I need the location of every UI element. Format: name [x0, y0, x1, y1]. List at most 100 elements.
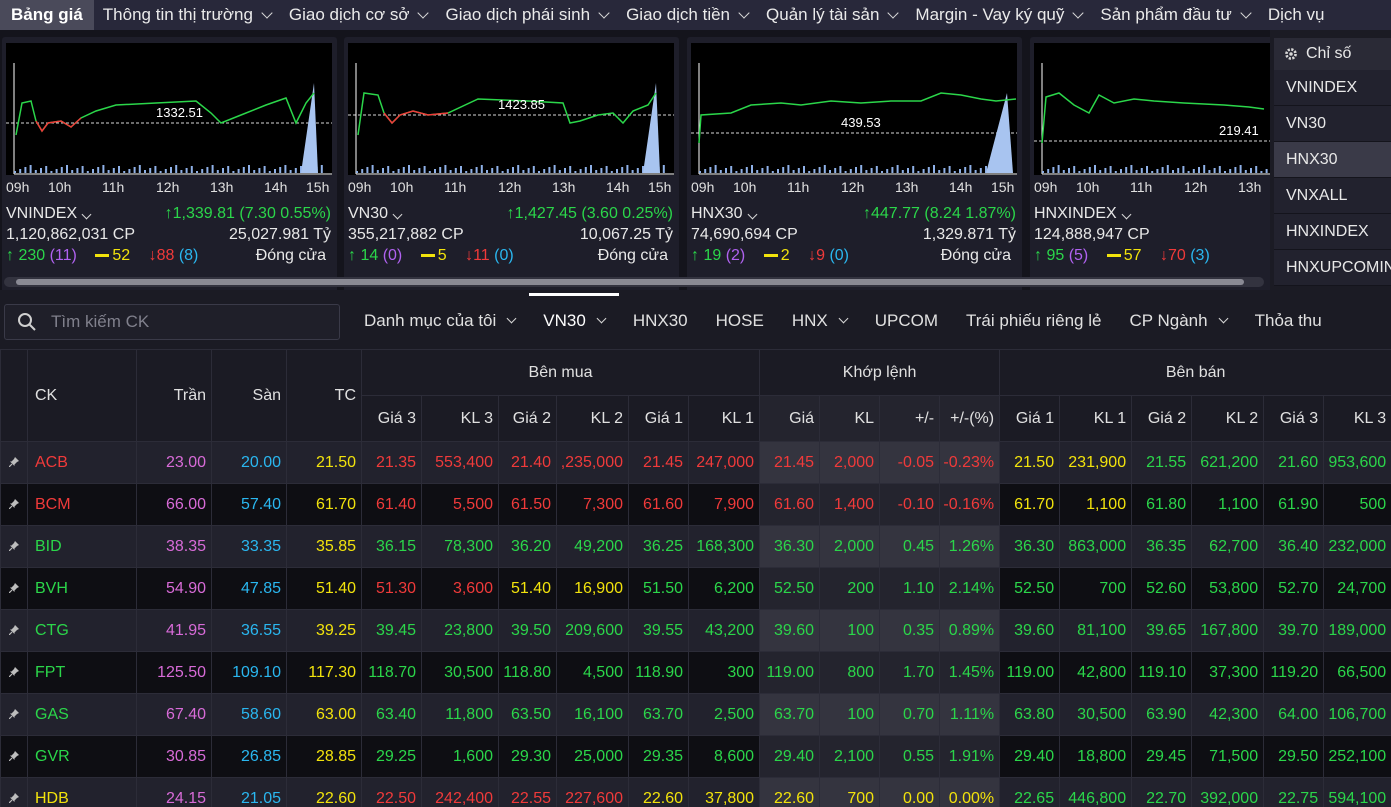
price-cell[interactable]: 22.55 — [498, 777, 557, 807]
match-col-header[interactable]: +/- — [879, 395, 941, 442]
price-cell[interactable]: 21.50 — [999, 441, 1061, 484]
price-cell[interactable]: 0.70 — [879, 693, 941, 736]
price-cell[interactable]: 1.10 — [879, 567, 941, 610]
price-cell[interactable]: ,235,000 — [556, 441, 629, 484]
price-cell[interactable]: 29.40 — [759, 735, 821, 778]
price-cell[interactable]: 2,500 — [687, 693, 761, 736]
price-cell[interactable]: 52.50 — [759, 567, 821, 610]
price-cell[interactable]: 700 — [1059, 567, 1133, 610]
price-cell[interactable]: 29.40 — [999, 735, 1061, 778]
index-card-vn30[interactable]: 1423.85 09h 10h 11h 12h 13h 14h 15h VN30 ↑1,42… — [344, 37, 679, 290]
price-cell[interactable]: 621,200 — [1191, 441, 1265, 484]
price-cell[interactable]: 63.90 — [1131, 693, 1193, 736]
price-cell[interactable]: 21.45 — [759, 441, 821, 484]
price-cell[interactable]: 11,800 — [421, 693, 499, 736]
pin-cell[interactable] — [0, 777, 28, 807]
price-cell[interactable]: 0.00% — [939, 777, 1001, 807]
pin-cell[interactable] — [0, 735, 28, 778]
price-cell[interactable]: 0.45 — [879, 525, 941, 568]
price-cell[interactable]: 52.50 — [999, 567, 1061, 610]
price-cell[interactable]: 953,600 — [1323, 441, 1391, 484]
tab-7[interactable]: Trái phiếu riêng lẻ — [952, 293, 1115, 348]
col-ck-header[interactable]: CK — [27, 349, 137, 442]
match-col-header[interactable]: +/-(%) — [939, 395, 1001, 442]
price-cell[interactable]: 209,600 — [556, 609, 629, 652]
sell-col-header[interactable]: Giá 1 — [999, 395, 1061, 442]
index-name-dropdown[interactable]: VN30 — [348, 205, 403, 223]
symbol-cell[interactable]: ACB — [27, 441, 137, 484]
price-cell[interactable]: 2.14% — [939, 567, 1001, 610]
col-tc-header[interactable]: TC — [286, 349, 362, 442]
price-cell[interactable]: 2,000 — [819, 441, 881, 484]
price-cell[interactable]: 61.40 — [361, 483, 422, 526]
price-cell[interactable]: 21.35 — [361, 441, 422, 484]
index-list-item-hnxupcom[interactable]: HNXUPCOMIN — [1274, 250, 1391, 286]
price-cell[interactable]: 22.75 — [1263, 777, 1325, 807]
price-cell[interactable]: 21.55 — [1131, 441, 1193, 484]
price-cell[interactable]: 61.60 — [628, 483, 689, 526]
price-cell[interactable]: 167,800 — [1191, 609, 1265, 652]
price-cell[interactable]: 3,600 — [421, 567, 499, 610]
index-intraday-chart[interactable]: 439.53 — [691, 43, 1017, 175]
table-row[interactable]: HDB 24.15 21.05 22.60 22.50 242,400 22.55 227,6… — [0, 777, 1391, 807]
price-cell[interactable]: 23,800 — [421, 609, 499, 652]
sell-col-header[interactable]: KL 3 — [1323, 395, 1391, 442]
price-cell[interactable]: 51.40 — [498, 567, 557, 610]
pin-cell[interactable] — [0, 693, 28, 736]
price-cell[interactable]: 81,100 — [1059, 609, 1133, 652]
price-cell[interactable]: 1,600 — [421, 735, 499, 778]
table-row[interactable]: BCM 66.00 57.40 61.70 61.40 5,500 61.50 7,300 61… — [0, 483, 1391, 526]
price-cell[interactable]: 119.20 — [1263, 651, 1325, 694]
price-cell[interactable]: 119.00 — [999, 651, 1061, 694]
price-cell[interactable]: 446,800 — [1059, 777, 1133, 807]
price-cell[interactable]: 16,100 — [556, 693, 629, 736]
price-cell[interactable]: 66,500 — [1323, 651, 1391, 694]
price-cell[interactable]: 39.45 — [361, 609, 422, 652]
sell-col-header[interactable]: Giá 3 — [1263, 395, 1325, 442]
price-cell[interactable]: 1.70 — [879, 651, 941, 694]
pin-cell[interactable] — [0, 441, 28, 484]
price-cell[interactable]: 4,500 — [556, 651, 629, 694]
search-input[interactable] — [51, 312, 331, 332]
index-list-header[interactable]: Chỉ số — [1274, 38, 1391, 70]
buy-col-header[interactable]: KL 1 — [687, 395, 761, 442]
price-cell[interactable]: 61.80 — [1131, 483, 1193, 526]
price-cell[interactable]: 42,300 — [1191, 693, 1265, 736]
index-name-dropdown[interactable]: HNXINDEX — [1034, 205, 1132, 223]
price-cell[interactable]: 63.40 — [361, 693, 422, 736]
index-list-item-vn30[interactable]: VN30 — [1274, 106, 1391, 142]
price-cell[interactable]: 7,300 — [556, 483, 629, 526]
price-cell[interactable]: 51.50 — [628, 567, 689, 610]
price-cell[interactable]: 700 — [819, 777, 881, 807]
price-cell[interactable]: 392,000 — [1191, 777, 1265, 807]
price-cell[interactable]: 39.65 — [1131, 609, 1193, 652]
price-cell[interactable]: 119.00 — [759, 651, 821, 694]
price-cell[interactable]: 63.70 — [759, 693, 821, 736]
table-row[interactable]: BVH 54.90 47.85 51.40 51.30 3,600 51.40 16,900 5… — [0, 567, 1391, 610]
symbol-cell[interactable]: GAS — [27, 693, 137, 736]
index-card-hnx30[interactable]: 439.53 09h 10h 11h 12h 13h 14h 15h HNX30 ↑447.… — [687, 37, 1022, 290]
price-cell[interactable]: 52.70 — [1263, 567, 1325, 610]
match-col-header[interactable]: Giá — [759, 395, 821, 442]
price-cell[interactable]: 63.50 — [498, 693, 557, 736]
price-cell[interactable]: 37,300 — [1191, 651, 1265, 694]
price-cell[interactable]: 247,000 — [687, 441, 761, 484]
price-cell[interactable]: 63.80 — [999, 693, 1061, 736]
price-cell[interactable]: 118.90 — [628, 651, 689, 694]
tab-9[interactable]: Thỏa thu — [1241, 293, 1336, 348]
price-cell[interactable]: 22.65 — [999, 777, 1061, 807]
index-intraday-chart[interactable]: 1332.51 — [6, 43, 332, 175]
scrollbar-thumb[interactable] — [16, 279, 1244, 285]
sell-col-header[interactable]: Giá 2 — [1131, 395, 1193, 442]
price-cell[interactable]: 29.45 — [1131, 735, 1193, 778]
price-cell[interactable]: 232,000 — [1323, 525, 1391, 568]
nav-bang-gia[interactable]: Bảng giá — [0, 0, 94, 30]
price-cell[interactable]: 63.70 — [628, 693, 689, 736]
price-cell[interactable]: 0.89% — [939, 609, 1001, 652]
pin-cell[interactable] — [0, 609, 28, 652]
price-cell[interactable]: 22.60 — [628, 777, 689, 807]
index-list-item-vnindex[interactable]: VNINDEX — [1274, 70, 1391, 106]
price-cell[interactable]: -0.10 — [879, 483, 941, 526]
price-cell[interactable]: 594,100 — [1323, 777, 1391, 807]
pin-cell[interactable] — [0, 651, 28, 694]
